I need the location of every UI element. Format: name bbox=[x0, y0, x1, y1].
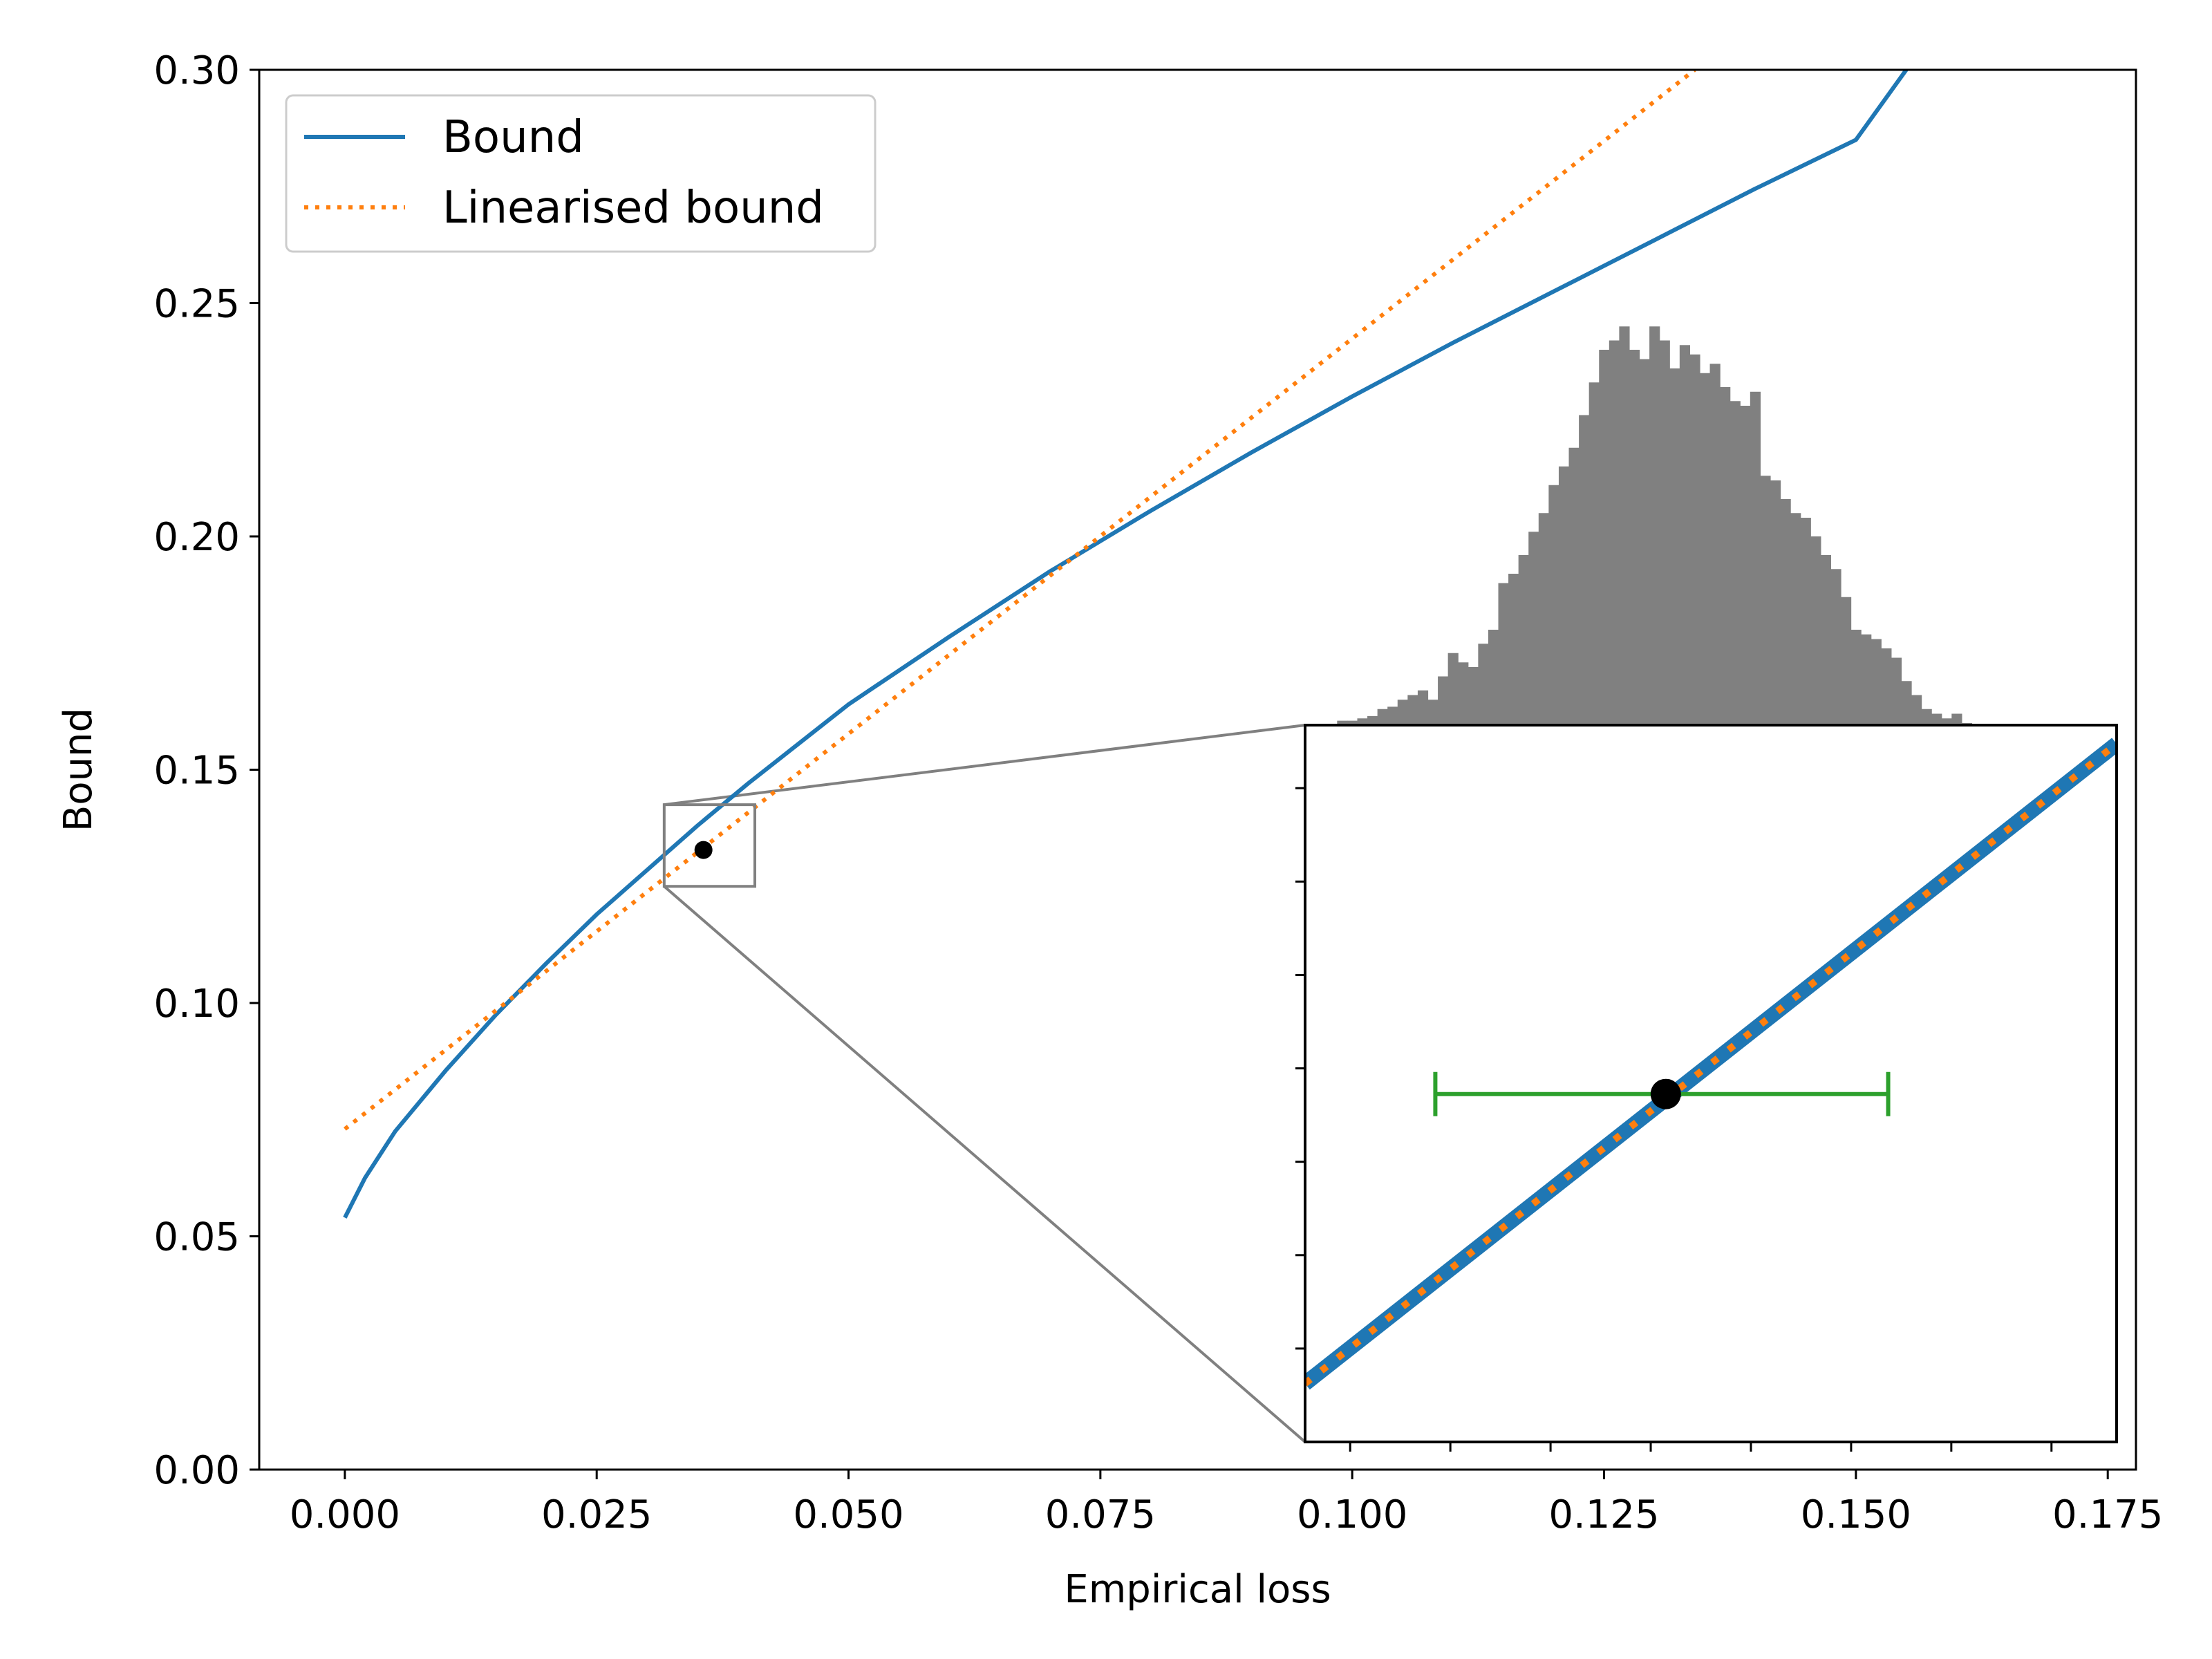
histogram-bar bbox=[1800, 518, 1811, 747]
zoom-box bbox=[662, 803, 757, 888]
x-tick-label: 0.150 bbox=[1801, 1492, 1911, 1537]
y-tick-label: 0.30 bbox=[153, 48, 240, 93]
histogram-bar bbox=[1790, 513, 1801, 747]
y-tick-label: 0.15 bbox=[153, 749, 240, 794]
y-axis-label: Bound bbox=[56, 708, 101, 832]
histogram-bar bbox=[1488, 630, 1499, 747]
inset-frame bbox=[1304, 724, 2118, 1443]
histogram-bar bbox=[1609, 340, 1620, 747]
histogram-bar bbox=[1730, 401, 1741, 747]
x-tick-label: 0.000 bbox=[290, 1492, 400, 1537]
inset-axes bbox=[1295, 724, 2118, 1452]
linearised-bound-line bbox=[344, 70, 1696, 1131]
x-tick-label: 0.025 bbox=[541, 1492, 652, 1537]
histogram-bar bbox=[1689, 354, 1700, 747]
histogram-bar bbox=[1447, 653, 1459, 747]
histogram bbox=[1337, 326, 2043, 747]
legend: Bound Linearised bound bbox=[285, 94, 877, 253]
histogram-bar bbox=[1850, 630, 1862, 747]
inset-point bbox=[1650, 1078, 1681, 1109]
zoom-connector-top bbox=[664, 724, 1306, 807]
histogram-bar bbox=[1659, 340, 1670, 747]
bound-line bbox=[343, 70, 1909, 1219]
highlight-point bbox=[694, 841, 713, 859]
legend-box bbox=[285, 94, 877, 253]
histogram-bar bbox=[1780, 499, 1791, 747]
y-axis-ticks: 0.00 0.05 0.10 0.15 0.20 0.25 0.30 bbox=[153, 48, 259, 1493]
x-tick-label: 0.125 bbox=[1548, 1492, 1659, 1537]
histogram-bar bbox=[1841, 597, 1852, 747]
histogram-bar bbox=[1709, 364, 1721, 747]
y-tick-label: 0.05 bbox=[153, 1215, 240, 1260]
histogram-bar bbox=[1599, 350, 1610, 747]
histogram-bar bbox=[1508, 574, 1519, 747]
histogram-bar bbox=[1558, 466, 1570, 747]
histogram-bar bbox=[1619, 326, 1630, 747]
histogram-bar bbox=[1568, 447, 1580, 747]
zoom-connector-lines bbox=[663, 724, 1306, 1443]
x-tick-label: 0.100 bbox=[1297, 1492, 1407, 1537]
histogram-bar bbox=[1871, 639, 1882, 747]
histogram-bar bbox=[1881, 648, 1892, 747]
histogram-bar bbox=[1538, 513, 1549, 747]
inset-content bbox=[1305, 738, 2117, 1390]
histogram-bar bbox=[1750, 391, 1761, 747]
histogram-bar bbox=[1498, 583, 1509, 747]
x-tick-label: 0.050 bbox=[793, 1492, 903, 1537]
histogram-bar bbox=[1810, 536, 1821, 747]
histogram-bar bbox=[1478, 644, 1489, 747]
histogram-bar bbox=[1679, 345, 1691, 747]
histogram-bar bbox=[1639, 359, 1650, 747]
x-axis-label: Empirical loss bbox=[1064, 1567, 1331, 1612]
y-tick-label: 0.20 bbox=[153, 515, 240, 560]
histogram-bar bbox=[1579, 415, 1590, 747]
histogram-bar bbox=[1861, 634, 1872, 747]
y-tick-label: 0.00 bbox=[153, 1448, 240, 1493]
histogram-bar bbox=[1629, 350, 1640, 747]
histogram-bar bbox=[1588, 382, 1600, 747]
histogram-bar bbox=[1548, 485, 1559, 747]
histogram-bar bbox=[1699, 373, 1711, 747]
zoom-connector-bottom bbox=[663, 885, 1306, 1443]
x-axis-ticks: 0.000 0.025 0.050 0.075 0.100 0.125 0.150 0.175 bbox=[290, 1470, 2163, 1537]
legend-entry-label: Linearised bound bbox=[442, 182, 824, 234]
y-tick-label: 0.10 bbox=[153, 982, 240, 1027]
histogram-bar bbox=[1740, 406, 1751, 747]
x-tick-label: 0.075 bbox=[1045, 1492, 1156, 1537]
histogram-bar bbox=[1720, 387, 1731, 747]
histogram-bar bbox=[1770, 480, 1781, 747]
histogram-bar bbox=[1760, 476, 1771, 747]
histogram-bar bbox=[1649, 326, 1660, 747]
series-group bbox=[343, 70, 1909, 1219]
y-tick-label: 0.25 bbox=[153, 282, 240, 327]
histogram-bar bbox=[1820, 555, 1832, 747]
zoom-rectangle bbox=[662, 803, 757, 888]
histogram-bar bbox=[1830, 569, 1841, 747]
histogram-bar bbox=[1669, 368, 1680, 747]
x-tick-label: 0.175 bbox=[2052, 1492, 2163, 1537]
inset-linearised-bound-line bbox=[1305, 741, 2117, 1387]
histogram-bar bbox=[1518, 555, 1529, 747]
legend-entry-label: Bound bbox=[442, 112, 584, 163]
histogram-bar bbox=[1528, 532, 1539, 747]
